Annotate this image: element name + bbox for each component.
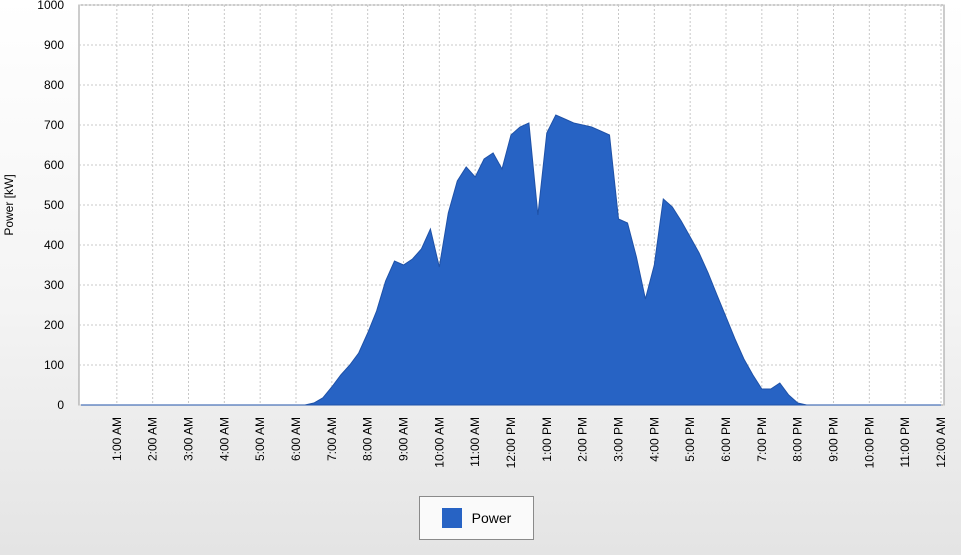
x-tick-label: 10:00 PM [862, 417, 876, 468]
x-tick-label: 1:00 AM [110, 417, 124, 461]
y-tick-label: 100 [44, 358, 64, 372]
legend-swatch-power [441, 508, 462, 528]
x-tick-label: 12:00 AM [934, 417, 948, 468]
x-tick-label: 5:00 AM [253, 417, 267, 461]
y-tick-label: 600 [44, 158, 64, 172]
power-area [81, 114, 941, 406]
x-tick-label: 6:00 AM [289, 417, 303, 461]
x-tick-label: 10:00 AM [432, 417, 446, 468]
y-axis-title: Power [kW] [2, 174, 16, 235]
x-tick-label: 4:00 AM [217, 417, 231, 461]
y-tick-label: 700 [44, 118, 64, 132]
x-tick-label: 2:00 AM [146, 417, 160, 461]
legend-label-power: Power [471, 510, 512, 526]
legend: Power [419, 496, 534, 540]
x-tick-label: 7:00 PM [755, 417, 769, 462]
y-tick-label: 400 [44, 238, 64, 252]
x-tick-label: 2:00 PM [576, 417, 590, 462]
x-tick-label: 11:00 PM [898, 417, 912, 467]
y-axis: 0 100 200 300 400 500 600 700 800 900 1000 [37, 0, 64, 412]
x-tick-label: 9:00 PM [827, 417, 841, 462]
x-tick-label: 5:00 PM [683, 417, 697, 462]
x-tick-label: 4:00 PM [647, 417, 661, 462]
y-tick-label: 1000 [37, 0, 64, 12]
x-tick-label: 3:00 AM [182, 417, 196, 461]
x-tick-label: 8:00 PM [791, 417, 805, 462]
x-tick-label: 11:00 AM [468, 417, 482, 467]
x-tick-label: 12:00 PM [504, 417, 518, 468]
y-tick-label: 300 [44, 278, 64, 292]
y-tick-label: 800 [44, 78, 64, 92]
y-tick-label: 200 [44, 318, 64, 332]
x-tick-label: 6:00 PM [719, 417, 733, 462]
x-tick-label: 7:00 AM [325, 417, 339, 461]
y-tick-label: 0 [57, 398, 64, 412]
x-tick-label: 1:00 PM [540, 417, 554, 462]
y-tick-label: 900 [44, 38, 64, 52]
x-tick-label: 9:00 AM [397, 417, 411, 461]
x-tick-label: 3:00 PM [612, 417, 626, 462]
x-axis: 1:00 AM 2:00 AM 3:00 AM 4:00 AM 5:00 AM 6:00 … [110, 417, 948, 468]
x-tick-label: 8:00 AM [361, 417, 375, 461]
y-tick-label: 500 [44, 198, 64, 212]
